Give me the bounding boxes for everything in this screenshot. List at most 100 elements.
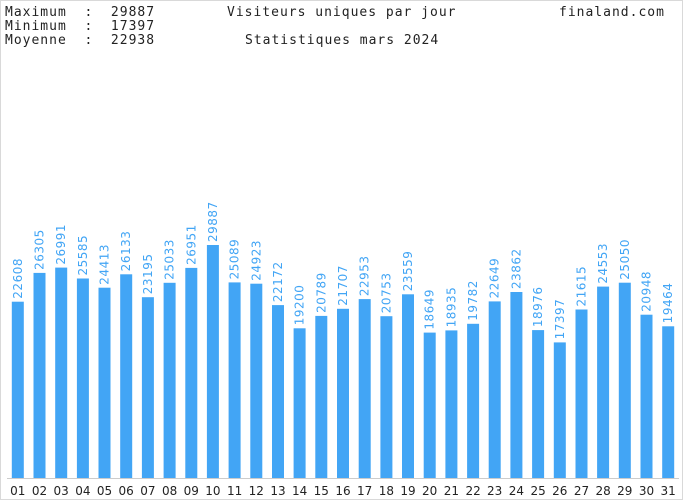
value-label: 17397: [553, 299, 567, 340]
x-tick-label: 09: [184, 484, 199, 498]
value-label: 25033: [163, 239, 177, 280]
x-tick-label: 11: [227, 484, 242, 498]
bar-day-07: [141, 297, 154, 478]
bar-day-18: [380, 316, 393, 478]
value-label: 25050: [618, 239, 632, 280]
x-tick-label: 29: [617, 484, 632, 498]
bar-day-24: [510, 292, 523, 478]
value-label: 24923: [249, 240, 263, 281]
value-label: 22608: [11, 258, 25, 299]
bar-day-29: [618, 282, 631, 478]
x-tick-label: 16: [335, 484, 350, 498]
bar-day-09: [185, 267, 198, 478]
x-tick-label: 21: [444, 484, 459, 498]
bar-day-26: [553, 342, 566, 478]
bar-day-02: [33, 272, 46, 478]
bar-day-12: [250, 283, 263, 478]
bar-day-28: [597, 286, 610, 478]
value-label: 22649: [488, 258, 502, 299]
x-tick-label: 08: [162, 484, 177, 498]
value-label: 26305: [33, 229, 47, 270]
bar-day-14: [293, 328, 306, 478]
bar-day-13: [272, 305, 284, 478]
x-tick-label: 25: [530, 484, 545, 498]
x-tick-label: 06: [119, 484, 134, 498]
bar-day-05: [98, 287, 111, 478]
x-tick-label: 01: [10, 484, 25, 498]
value-label: 21707: [336, 265, 350, 306]
bar-day-04: [76, 278, 89, 478]
bar-day-31: [662, 326, 675, 478]
bar-day-15: [315, 315, 328, 478]
bar-day-16: [337, 308, 349, 478]
x-tick-label: 04: [75, 484, 90, 498]
x-tick-label: 26: [552, 484, 567, 498]
chart-subtitle: Statistiques mars 2024: [245, 33, 440, 48]
x-tick-label: 05: [97, 484, 112, 498]
x-tick-label: 15: [314, 484, 329, 498]
chart-title: Visiteurs uniques par jour: [227, 5, 457, 20]
value-label: 26991: [54, 224, 68, 265]
value-label: 24413: [98, 244, 112, 285]
bar-day-11: [228, 282, 241, 478]
value-label: 19782: [466, 280, 480, 321]
average-stat: Moyenne : 22938: [5, 33, 156, 48]
x-tick-label: 31: [661, 484, 676, 498]
x-tick-label: 23: [487, 484, 502, 498]
bar-day-25: [532, 330, 545, 478]
bar-day-17: [358, 299, 371, 478]
x-tick-label: 24: [509, 484, 524, 498]
maximum-stat: Maximum : 29887: [5, 5, 156, 20]
x-tick-label: 28: [595, 484, 610, 498]
value-label: 26951: [184, 224, 198, 265]
value-label: 29887: [206, 201, 220, 242]
bar-day-08: [163, 282, 176, 478]
value-label: 25089: [228, 239, 242, 280]
x-tick-label: 30: [639, 484, 654, 498]
value-label: 20753: [379, 273, 393, 314]
value-label: 20948: [640, 271, 654, 312]
bar-day-21: [445, 330, 458, 478]
bar-day-03: [55, 267, 68, 478]
x-tick-label: 13: [270, 484, 285, 498]
bar-day-27: [575, 309, 588, 478]
bar-day-19: [402, 294, 414, 478]
x-tick-label: 17: [357, 484, 372, 498]
bar-day-01: [11, 301, 24, 478]
x-tick-label: 22: [465, 484, 480, 498]
value-label: 18649: [423, 289, 437, 330]
x-tick-label: 10: [205, 484, 220, 498]
x-tick-label: 14: [292, 484, 307, 498]
value-label: 25585: [76, 235, 90, 276]
value-label: 19200: [293, 285, 307, 326]
bar-day-23: [488, 301, 501, 478]
value-label: 24553: [596, 243, 610, 284]
site-name: finaland.com: [559, 5, 665, 20]
x-tick-label: 12: [249, 484, 264, 498]
minimum-stat: Minimum : 17397: [5, 19, 156, 34]
bar-day-06: [120, 274, 133, 478]
x-tick-label: 18: [379, 484, 394, 498]
value-label: 18935: [444, 287, 458, 328]
value-label: 19464: [661, 283, 675, 324]
bar-day-10: [206, 245, 219, 478]
x-tick-label: 20: [422, 484, 437, 498]
value-label: 26133: [119, 231, 133, 272]
x-tick-label: 07: [140, 484, 155, 498]
x-tick-label: 02: [32, 484, 47, 498]
value-label: 22953: [358, 255, 372, 296]
bar-day-20: [423, 332, 436, 478]
value-label: 23195: [141, 254, 155, 295]
x-tick-label: 19: [400, 484, 415, 498]
value-label: 23862: [509, 248, 523, 289]
value-label: 21615: [575, 266, 589, 307]
x-tick-label: 27: [574, 484, 589, 498]
value-label: 23559: [401, 251, 415, 292]
bar-day-30: [640, 314, 653, 478]
value-label: 18976: [531, 286, 545, 327]
value-label: 20789: [314, 272, 328, 313]
x-tick-label: 03: [54, 484, 69, 498]
bar-day-22: [467, 323, 480, 478]
